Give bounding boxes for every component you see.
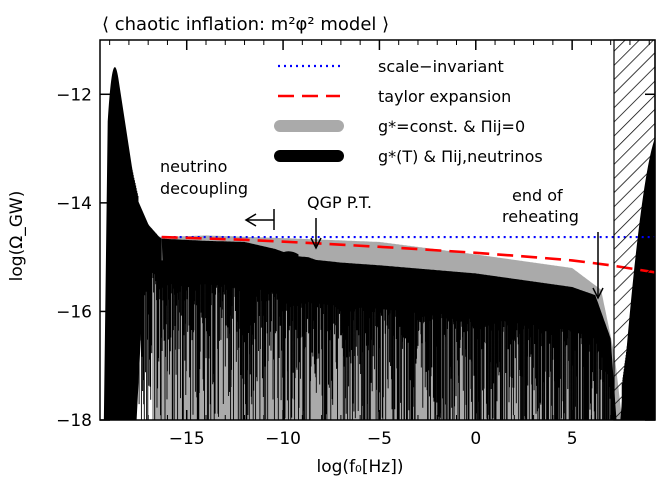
hatched-region	[613, 39, 656, 421]
series-gT-band	[161, 238, 617, 420]
annotation-neutrino: neutrino	[160, 157, 227, 176]
qgp-bump	[277, 251, 299, 274]
legend-label-taylor: taylor expansion	[378, 87, 511, 106]
y-tick-label: −16	[56, 302, 92, 322]
annotation-decoupling: decoupling	[160, 179, 248, 198]
x-tick-label: −5	[367, 429, 392, 449]
annotation-end-of: end of	[512, 186, 563, 205]
annotation-reheating: reheating	[502, 207, 579, 226]
x-tick-label: 0	[470, 429, 481, 449]
y-tick-label: −18	[56, 411, 92, 431]
legend-label-gconst: g*=const. & Πij=0	[378, 117, 525, 136]
plot-frame	[99, 39, 656, 421]
y-tick-label: −12	[56, 85, 92, 105]
reheating-arrow	[592, 232, 604, 300]
x-tick-label: −15	[169, 429, 205, 449]
x-tick-label: −10	[265, 429, 301, 449]
neutrino-arrow	[244, 209, 275, 230]
legend: scale−invariant taylor expansion g*=cons…	[274, 57, 543, 166]
low-frequency-spikes	[114, 94, 162, 420]
y-axis-label: log(Ω_GW)	[7, 191, 27, 282]
x-axis-label: log(f₀[Hz])	[317, 457, 404, 477]
qgp-arrow	[310, 218, 322, 250]
legend-label-scale-invariant: scale−invariant	[378, 57, 504, 76]
y-tick-label: −14	[56, 194, 92, 214]
series-gT-spikes	[161, 260, 617, 420]
annotation-qgp: QGP P.T.	[307, 193, 372, 212]
x-tick-label: 5	[567, 429, 578, 449]
chart-title: ⟨ chaotic inflation: m²φ² model ⟩	[102, 14, 389, 35]
legend-label-gT: g*(T) & Πij,neutrinos	[378, 147, 543, 166]
